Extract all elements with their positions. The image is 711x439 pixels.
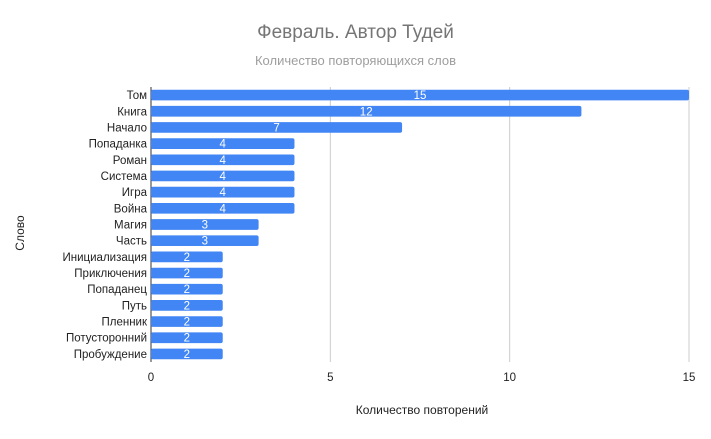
bar xyxy=(151,300,223,311)
bar xyxy=(151,316,223,327)
category-label: Система xyxy=(101,171,148,183)
bar xyxy=(151,235,259,247)
bar xyxy=(151,138,295,149)
bar xyxy=(151,267,223,279)
category-label: Путь xyxy=(122,300,147,312)
data-label: 7 xyxy=(273,122,279,134)
bar xyxy=(151,186,295,198)
x-axis-label: Количество повторений xyxy=(355,403,489,417)
bar xyxy=(151,332,223,344)
category-label: Попаданка xyxy=(89,139,148,151)
data-label: 3 xyxy=(202,236,208,248)
category-label: Пробуждение xyxy=(74,349,147,361)
data-label: 2 xyxy=(184,252,190,264)
data-label: 15 xyxy=(414,90,427,102)
data-label: 2 xyxy=(184,317,190,329)
bar xyxy=(151,219,259,230)
bar xyxy=(151,89,689,101)
x-tick-label: 0 xyxy=(148,372,154,384)
chart-subtitle: Количество повторяющихся слов xyxy=(254,53,457,68)
category-label: Начало xyxy=(107,122,147,134)
category-label: Часть xyxy=(116,236,147,248)
data-label: 2 xyxy=(184,333,190,345)
bar xyxy=(151,154,295,166)
category-label: Книга xyxy=(117,106,147,118)
data-label: 3 xyxy=(202,220,208,232)
bar xyxy=(151,283,223,295)
data-label: 4 xyxy=(220,203,227,215)
x-tick-label: 5 xyxy=(327,372,333,384)
data-label: 4 xyxy=(220,171,227,183)
data-label: 2 xyxy=(184,284,190,296)
bar xyxy=(151,251,223,263)
category-label: Игра xyxy=(122,187,148,199)
category-label: Потусторонний xyxy=(66,333,147,345)
x-tick-label: 15 xyxy=(683,372,696,384)
data-label: 12 xyxy=(360,106,373,118)
data-label: 4 xyxy=(220,187,227,199)
data-label: 4 xyxy=(220,155,227,167)
category-label: Война xyxy=(114,203,148,215)
x-tick-label: 10 xyxy=(503,372,516,384)
category-label: Попаданец xyxy=(87,284,147,296)
category-label: Приключения xyxy=(74,268,147,280)
bar xyxy=(151,170,295,182)
category-label: Магия xyxy=(114,220,147,232)
data-label: 2 xyxy=(184,349,190,361)
data-label: 2 xyxy=(184,268,190,280)
bar xyxy=(151,348,223,360)
bar xyxy=(151,122,403,133)
category-label: Пленник xyxy=(101,317,147,329)
bar xyxy=(151,202,295,214)
y-axis-label: Слово xyxy=(13,215,27,251)
category-label: Инициализация xyxy=(63,252,148,264)
data-label: 4 xyxy=(220,139,227,151)
category-label: Том xyxy=(127,90,148,102)
category-label: Роман xyxy=(113,155,147,167)
chart-title: Февраль. Автор Тудей xyxy=(257,22,454,43)
data-label: 2 xyxy=(184,300,190,312)
bar xyxy=(151,105,582,117)
